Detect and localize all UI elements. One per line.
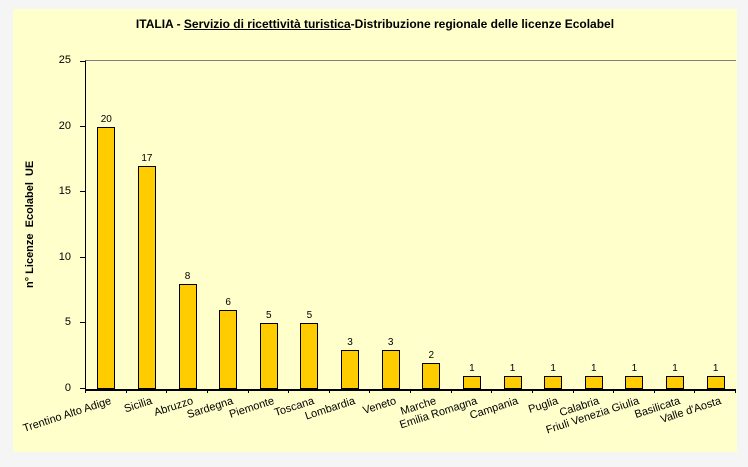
bar xyxy=(178,284,197,389)
x-tick-mark xyxy=(735,389,736,393)
x-tick-mark xyxy=(613,389,614,393)
bar xyxy=(503,375,522,389)
bar-value-label: 1 xyxy=(469,362,475,374)
bar-group-7: 3 xyxy=(330,61,371,389)
bar-group-13: 1 xyxy=(574,61,615,389)
bar xyxy=(137,166,156,389)
bar-group-10: 1 xyxy=(452,61,493,389)
y-tick-mark xyxy=(80,256,86,258)
bar-group-3: 8 xyxy=(167,61,208,389)
y-tick-mark xyxy=(80,388,86,389)
x-tick-mark xyxy=(451,389,452,393)
bar xyxy=(706,375,725,389)
bar-group-1: 20 xyxy=(86,61,127,389)
bar xyxy=(259,323,278,389)
bar xyxy=(97,126,116,389)
y-tick-label: 5 xyxy=(64,316,71,329)
x-tick-mark xyxy=(207,389,208,393)
x-tick-mark xyxy=(248,389,249,393)
chart-title: ITALIA - Servizio di ricettività turisti… xyxy=(13,17,737,31)
y-tick-label: 20 xyxy=(58,119,71,132)
bar-group-2: 17 xyxy=(127,61,168,389)
bar-value-label: 1 xyxy=(591,362,597,374)
x-tick-mark xyxy=(573,389,574,393)
bar-group-6: 5 xyxy=(289,61,330,389)
y-axis-tick-labels: 0 5 10 15 20 25 xyxy=(13,54,79,394)
bar xyxy=(341,349,360,389)
bar-group-8: 3 xyxy=(370,61,411,389)
bar-group-15: 1 xyxy=(655,61,696,389)
bar-value-label: 3 xyxy=(347,336,353,348)
x-tick-mark xyxy=(126,389,127,393)
bar xyxy=(381,349,400,389)
y-tick-label: 0 xyxy=(64,382,71,394)
bar-value-label: 17 xyxy=(141,153,153,164)
x-tick-mark xyxy=(166,389,167,393)
bar-group-14: 1 xyxy=(614,61,655,389)
bar-group-9: 2 xyxy=(411,61,452,389)
x-axis-labels: Trentino Alto Adige Sicilia Abruzzo Sardegn… xyxy=(13,395,737,452)
bar xyxy=(544,375,563,389)
bar-group-11: 1 xyxy=(492,61,533,389)
chart-title-prefix: ITALIA - xyxy=(135,17,184,31)
y-tick-label: 15 xyxy=(58,185,71,198)
bar xyxy=(422,362,441,389)
y-tick-label: 10 xyxy=(58,250,71,263)
x-tick-mark xyxy=(85,389,86,393)
bar xyxy=(462,375,481,389)
bar-value-label: 5 xyxy=(306,310,313,322)
bar-value-label: 1 xyxy=(631,362,638,374)
x-tick-mark xyxy=(369,389,370,393)
bar-group-16: 1 xyxy=(695,61,736,389)
bar-value-label: 8 xyxy=(184,271,191,282)
bar-group-4: 6 xyxy=(208,61,249,389)
x-tick-mark xyxy=(532,389,533,393)
y-tick-label: 25 xyxy=(58,54,71,66)
x-tick-mark xyxy=(694,389,695,393)
y-tick-mark xyxy=(80,125,86,127)
bar-value-label: 5 xyxy=(266,310,272,322)
bar xyxy=(666,375,685,389)
x-tick-mark xyxy=(654,389,655,393)
bar xyxy=(625,375,644,389)
bar-chart: ITALIA - Servizio di ricettività turisti… xyxy=(13,9,737,452)
bar xyxy=(584,375,603,389)
bar-value-label: 1 xyxy=(672,362,678,374)
bar-value-label: 6 xyxy=(225,297,231,309)
x-tick-mark xyxy=(410,389,411,393)
plot-area: 20 17 8 6 5 5 3 3 2 1 1 1 1 1 1 1 xyxy=(80,60,736,391)
bar-value-label: 3 xyxy=(387,336,394,348)
y-tick-mark xyxy=(80,61,86,62)
bar-value-label: 20 xyxy=(100,113,112,125)
x-tick-mark xyxy=(288,389,289,393)
x-tick-mark xyxy=(329,389,330,393)
bar-group-5: 5 xyxy=(249,61,290,389)
y-tick-mark xyxy=(80,322,86,324)
chart-title-suffix: -Distribuzione regionale delle licenze E… xyxy=(350,17,615,31)
bar-value-label: 2 xyxy=(428,349,435,361)
bar-value-label: 1 xyxy=(550,362,556,374)
bar xyxy=(219,310,238,389)
bar xyxy=(300,323,319,389)
bar-group-12: 1 xyxy=(533,61,574,389)
y-tick-mark xyxy=(80,191,86,193)
bar-value-label: 1 xyxy=(509,362,516,374)
x-tick-mark xyxy=(491,389,492,393)
bar-value-label: 1 xyxy=(712,362,719,374)
chart-title-underlined: Servizio di ricettività turistica xyxy=(183,17,351,31)
x-axis-tick-marks xyxy=(85,389,737,394)
